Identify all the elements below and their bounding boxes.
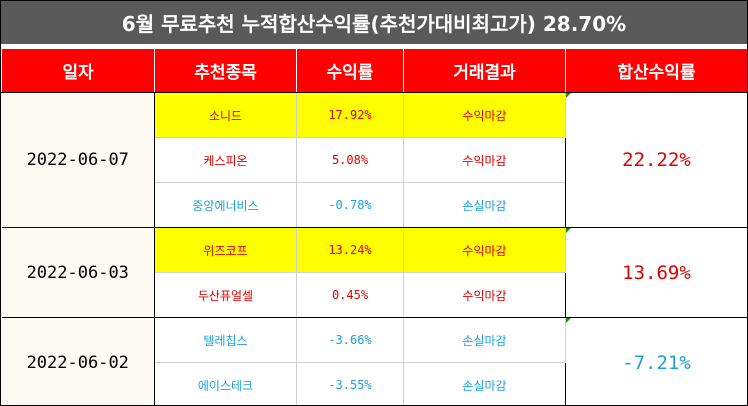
table-row: 2022-06-03 위즈코프 13.24% 수익마감 13.69% bbox=[1, 227, 747, 318]
result-cell: 수익마감 bbox=[403, 227, 566, 273]
table-row: 케스피온 5.08% 수익마감 bbox=[2, 137, 748, 183]
header-total: 합산수익률 bbox=[565, 48, 747, 93]
total-return-cell: -7.21% bbox=[565, 317, 747, 405]
return-cell: -3.55% bbox=[296, 362, 404, 405]
table-row: 2022-06-07 소니드 17.92% 수익마감 22.22% bbox=[1, 92, 747, 228]
header-date: 일자 bbox=[1, 48, 155, 93]
return-cell: 17.92% bbox=[296, 92, 404, 138]
stock-name-cell: 텔레칩스 bbox=[154, 317, 297, 363]
return-cell: 0.45% bbox=[296, 272, 404, 318]
table-row: 두산퓨얼셀 0.45% 수익마감 bbox=[2, 272, 748, 318]
table-row: 에이스테크 -3.55% 손실마감 bbox=[2, 362, 748, 405]
total-return-cell: 22.22% bbox=[565, 92, 747, 228]
table-header-row: 일자 추천종목 수익률 거래결과 합산수익률 bbox=[1, 48, 747, 93]
stock-name-cell: 에이스테크 bbox=[154, 362, 297, 405]
page-title: 6월 무료추천 누적합산수익률(추천가대비최고가) 28.70% bbox=[1, 1, 747, 44]
return-cell: 5.08% bbox=[296, 137, 404, 183]
table-row: 중앙에너비스 -0.78% 손실마감 bbox=[2, 182, 748, 228]
result-cell: 수익마감 bbox=[403, 272, 566, 318]
result-cell: 수익마감 bbox=[403, 137, 566, 183]
stock-name-cell: 소니드 bbox=[154, 92, 297, 138]
stock-name-cell: 위즈코프 bbox=[154, 227, 297, 273]
table-body: 2022-06-07 소니드 17.92% 수익마감 22.22% 케스피온 5.08% 수익… bbox=[1, 92, 748, 405]
header-stock: 추천종목 bbox=[154, 48, 297, 93]
stock-name-cell: 두산퓨얼셀 bbox=[154, 272, 297, 318]
return-cell: -0.78% bbox=[296, 182, 404, 228]
result-cell: 수익마감 bbox=[403, 92, 566, 138]
date-cell: 2022-06-03 bbox=[1, 227, 155, 318]
result-cell: 손실마감 bbox=[403, 362, 566, 405]
stock-name-cell: 케스피온 bbox=[154, 137, 297, 183]
table-row: 2022-06-02 텔레칩스 -3.66% 손실마감 -7.21% bbox=[1, 317, 747, 405]
return-cell: 13.24% bbox=[296, 227, 404, 273]
result-cell: 손실마감 bbox=[403, 317, 566, 363]
results-table: 일자 추천종목 수익률 거래결과 합산수익률 2022-06-07 소니드 17.9… bbox=[1, 48, 748, 405]
header-return: 수익률 bbox=[296, 48, 404, 93]
result-cell: 손실마감 bbox=[403, 182, 566, 228]
return-cell: -3.66% bbox=[296, 317, 404, 363]
spacer bbox=[1, 44, 747, 48]
date-cell: 2022-06-02 bbox=[1, 317, 155, 405]
stock-name-cell: 중앙에너비스 bbox=[154, 182, 297, 228]
date-cell: 2022-06-07 bbox=[1, 92, 155, 228]
header-result: 거래결과 bbox=[403, 48, 566, 93]
total-return-cell: 13.69% bbox=[565, 227, 747, 318]
